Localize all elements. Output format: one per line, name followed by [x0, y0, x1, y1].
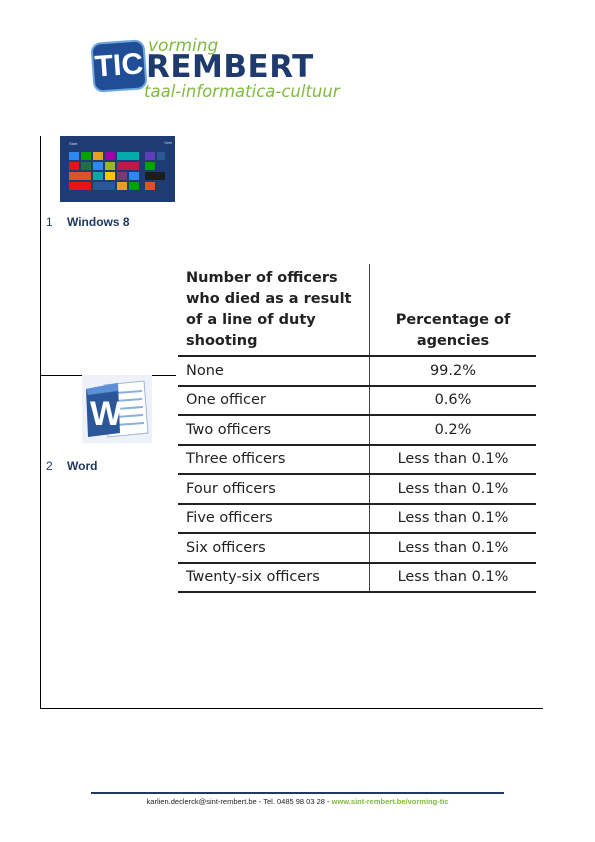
- item-number: 2: [46, 459, 53, 473]
- footer-contact: karlien.declerck@sint-rembert.be - Tel. …: [146, 797, 332, 806]
- item-label-windows8: Windows 8: [67, 215, 130, 229]
- table-row: One officer 0.6%: [178, 385, 536, 416]
- win8-tile: [145, 162, 155, 170]
- cell-percentage: Less than 0.1%: [369, 444, 536, 475]
- table-row: Two officers 0.2%: [178, 415, 536, 446]
- win8-tile: [93, 152, 103, 160]
- svg-text:W: W: [90, 395, 123, 433]
- word-icon: W: [82, 375, 152, 443]
- win8-tile: [129, 172, 139, 180]
- win8-tile: [157, 152, 165, 160]
- footer-website-link[interactable]: www.sint-rembert.be/vorming-tic: [331, 797, 449, 806]
- table-row: None 99.2%: [178, 356, 536, 387]
- win8-tile: [93, 162, 103, 170]
- logo: TIC vorming REMBERT taal-informatica-cul…: [90, 35, 362, 101]
- win8-tile: [81, 162, 91, 170]
- cell-officers: Five officers: [178, 503, 370, 534]
- cell-percentage: Less than 0.1%: [369, 533, 536, 564]
- cell-percentage: 0.2%: [369, 415, 536, 446]
- frame-left-border: [40, 136, 41, 708]
- cell-percentage: Less than 0.1%: [369, 562, 536, 593]
- footer: karlien.declerck@sint-rembert.be - Tel. …: [0, 797, 595, 806]
- footer-rule: [91, 792, 504, 794]
- win8-tile: [93, 172, 103, 180]
- win8-tile: [69, 172, 91, 180]
- cell-officers: One officer: [178, 385, 370, 416]
- logo-vorming: vorming: [148, 36, 219, 56]
- row-divider: [152, 375, 176, 376]
- windows-8-start-screen: Start Gebr: [60, 136, 175, 202]
- win8-tile: [105, 162, 115, 170]
- logo-tic-badge: TIC: [90, 39, 148, 93]
- win8-tile: [145, 152, 155, 160]
- table-header-row: Number of officers who died as a result …: [178, 264, 536, 357]
- table-row: Six officers Less than 0.1%: [178, 533, 536, 564]
- table-row: Three officers Less than 0.1%: [178, 444, 536, 475]
- cell-percentage: 0.6%: [369, 385, 536, 416]
- win8-tile-grid: [69, 152, 165, 196]
- win8-tile: [69, 162, 79, 170]
- header-officers: Number of officers who died as a result …: [178, 264, 370, 357]
- win8-tile: [117, 172, 127, 180]
- cell-officers: Twenty-six officers: [178, 562, 370, 593]
- win8-tile: [69, 182, 91, 190]
- cell-percentage: 99.2%: [369, 356, 536, 387]
- item-number: 1: [46, 215, 53, 229]
- win8-tile: [117, 162, 139, 170]
- cell-officers: Six officers: [178, 533, 370, 564]
- item-label-word: Word: [67, 459, 98, 473]
- win8-tile: [117, 152, 139, 160]
- win8-tile: [69, 152, 79, 160]
- frame-bottom-border: [40, 708, 543, 709]
- win8-tile: [117, 182, 127, 190]
- win8-tile: [93, 182, 115, 190]
- cell-officers: Four officers: [178, 474, 370, 505]
- header-percentage: Percentage of agencies: [369, 264, 536, 357]
- win8-tile: [105, 152, 115, 160]
- win8-tile: [145, 182, 155, 190]
- win8-tile: [105, 172, 115, 180]
- win8-tile: [81, 152, 91, 160]
- win8-user-label: Gebr: [164, 141, 172, 145]
- cell-officers: Two officers: [178, 415, 370, 446]
- cell-percentage: Less than 0.1%: [369, 474, 536, 505]
- cell-officers: None: [178, 356, 370, 387]
- cell-officers: Three officers: [178, 444, 370, 475]
- row-divider: [40, 375, 82, 376]
- table-row: Twenty-six officers Less than 0.1%: [178, 562, 536, 593]
- win8-start-label: Start: [69, 141, 78, 146]
- officer-deaths-table: Number of officers who died as a result …: [178, 264, 536, 593]
- win8-tile: [145, 172, 165, 180]
- win8-tile: [129, 182, 139, 190]
- logo-rembert: REMBERT: [146, 49, 314, 85]
- cell-percentage: Less than 0.1%: [369, 503, 536, 534]
- table-row: Four officers Less than 0.1%: [178, 474, 536, 505]
- logo-tagline: taal-informatica-cultuur: [144, 82, 340, 101]
- table-row: Five officers Less than 0.1%: [178, 503, 536, 534]
